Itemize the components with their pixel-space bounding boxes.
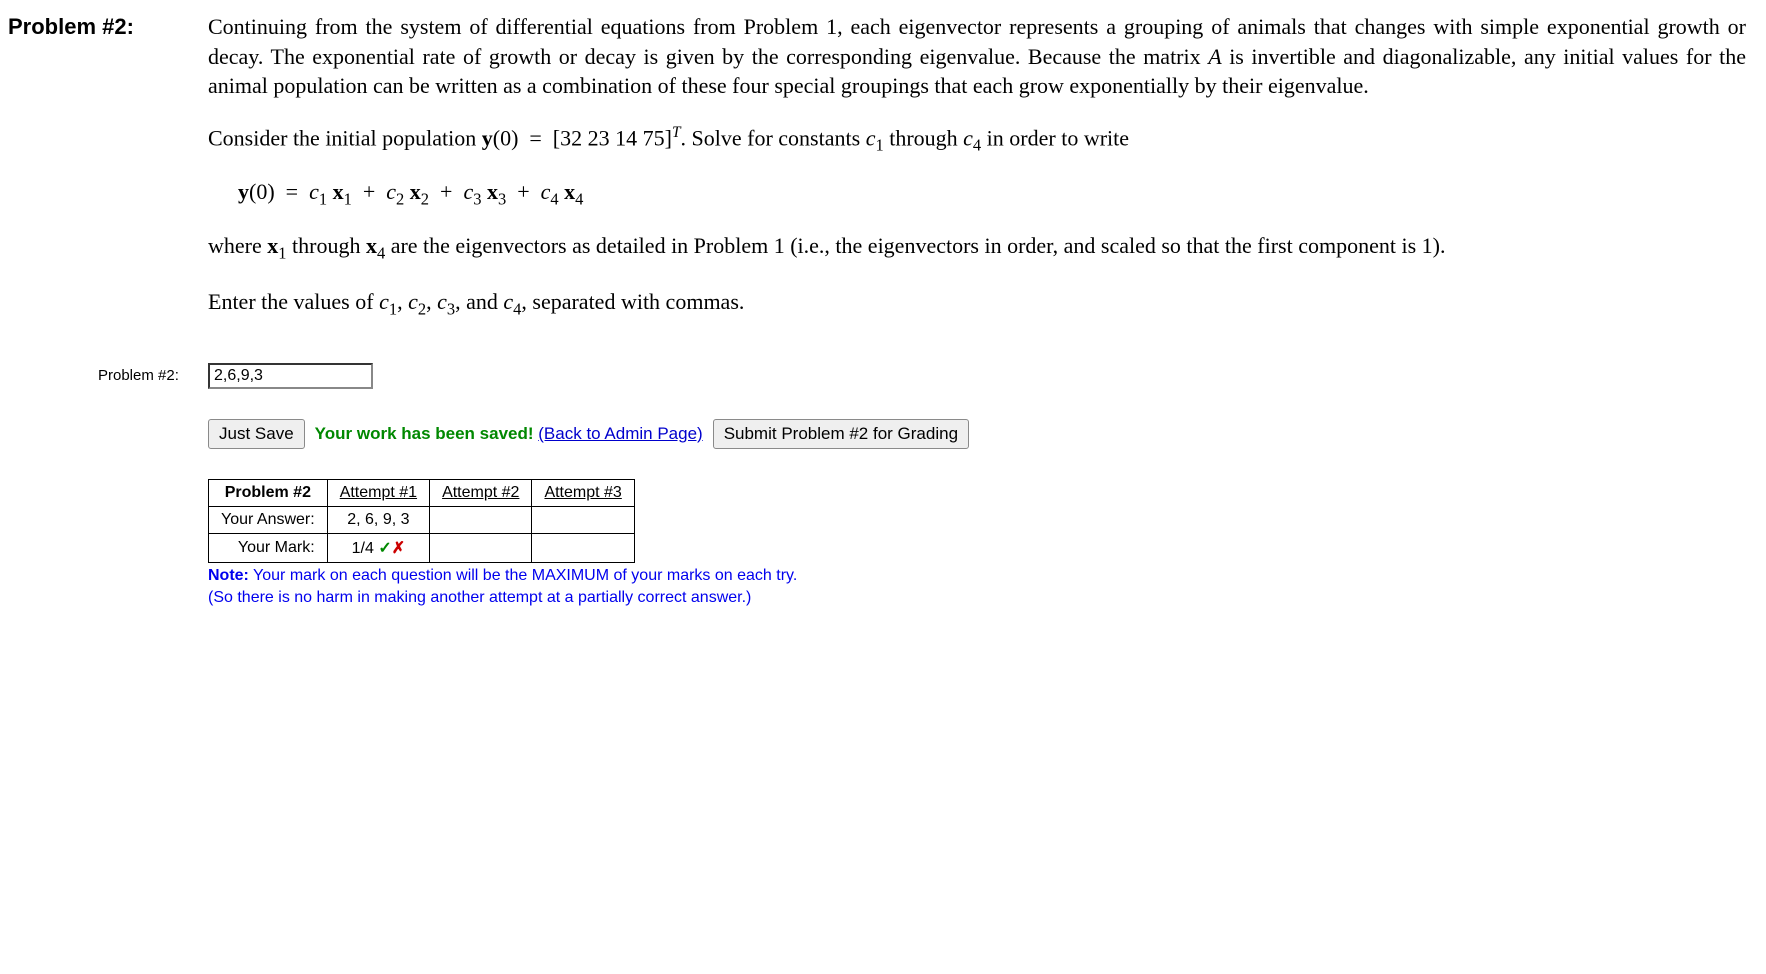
admin-page-link[interactable]: (Back to Admin Page) [538,424,702,443]
note-line-1: Your mark on each question will be the M… [249,567,797,584]
prose-paragraph-4: Enter the values of c1, c2, c3, and c4, … [208,287,1746,321]
answer-cell-3 [532,506,634,533]
your-mark-label: Your Mark: [209,533,328,562]
equation: y(0) = c1 x1 + c2 x2 + c3 x3 + c4 x4 [238,179,1746,209]
prose-paragraph-3: where x1 through x4 are the eigenvectors… [208,231,1746,265]
table-row: Your Answer: 2, 6, 9, 3 [209,506,635,533]
note-label: Note: [208,567,249,584]
attempts-header-problem: Problem #2 [209,479,328,506]
answer-cell-1: 2, 6, 9, 3 [327,506,429,533]
mark-cell-3 [532,533,634,562]
saved-message: Your work has been saved! (Back to Admin… [315,424,703,444]
table-row: Problem #2 Attempt #1 Attempt #2 Attempt… [209,479,635,506]
mark-cell-2 [430,533,532,562]
answer-input[interactable] [208,363,373,389]
prose-paragraph-1: Continuing from the system of differenti… [208,12,1746,101]
mark-cell-1: 1/4 ✓✗ [327,533,429,562]
prose-paragraph-2: Consider the initial population y(0) = [… [208,123,1746,157]
note-line-2: (So there is no harm in making another a… [208,589,751,606]
just-save-button[interactable]: Just Save [208,419,305,449]
your-answer-label: Your Answer: [209,506,328,533]
submit-button[interactable]: Submit Problem #2 for Grading [713,419,969,449]
attempt-header-2[interactable]: Attempt #2 [430,479,532,506]
answer-input-label: Problem #2: [8,367,208,384]
problem-content: Continuing from the system of differenti… [208,12,1746,343]
attempts-table: Problem #2 Attempt #1 Attempt #2 Attempt… [208,479,635,563]
note: Note: Your mark on each question will be… [208,565,1746,610]
problem-label: Problem #2: [8,12,208,40]
answer-cell-2 [430,506,532,533]
attempt-header-3[interactable]: Attempt #3 [532,479,634,506]
attempt-header-1[interactable]: Attempt #1 [327,479,429,506]
action-row: Just Save Your work has been saved! (Bac… [208,419,1746,449]
table-row: Your Mark: 1/4 ✓✗ [209,533,635,562]
